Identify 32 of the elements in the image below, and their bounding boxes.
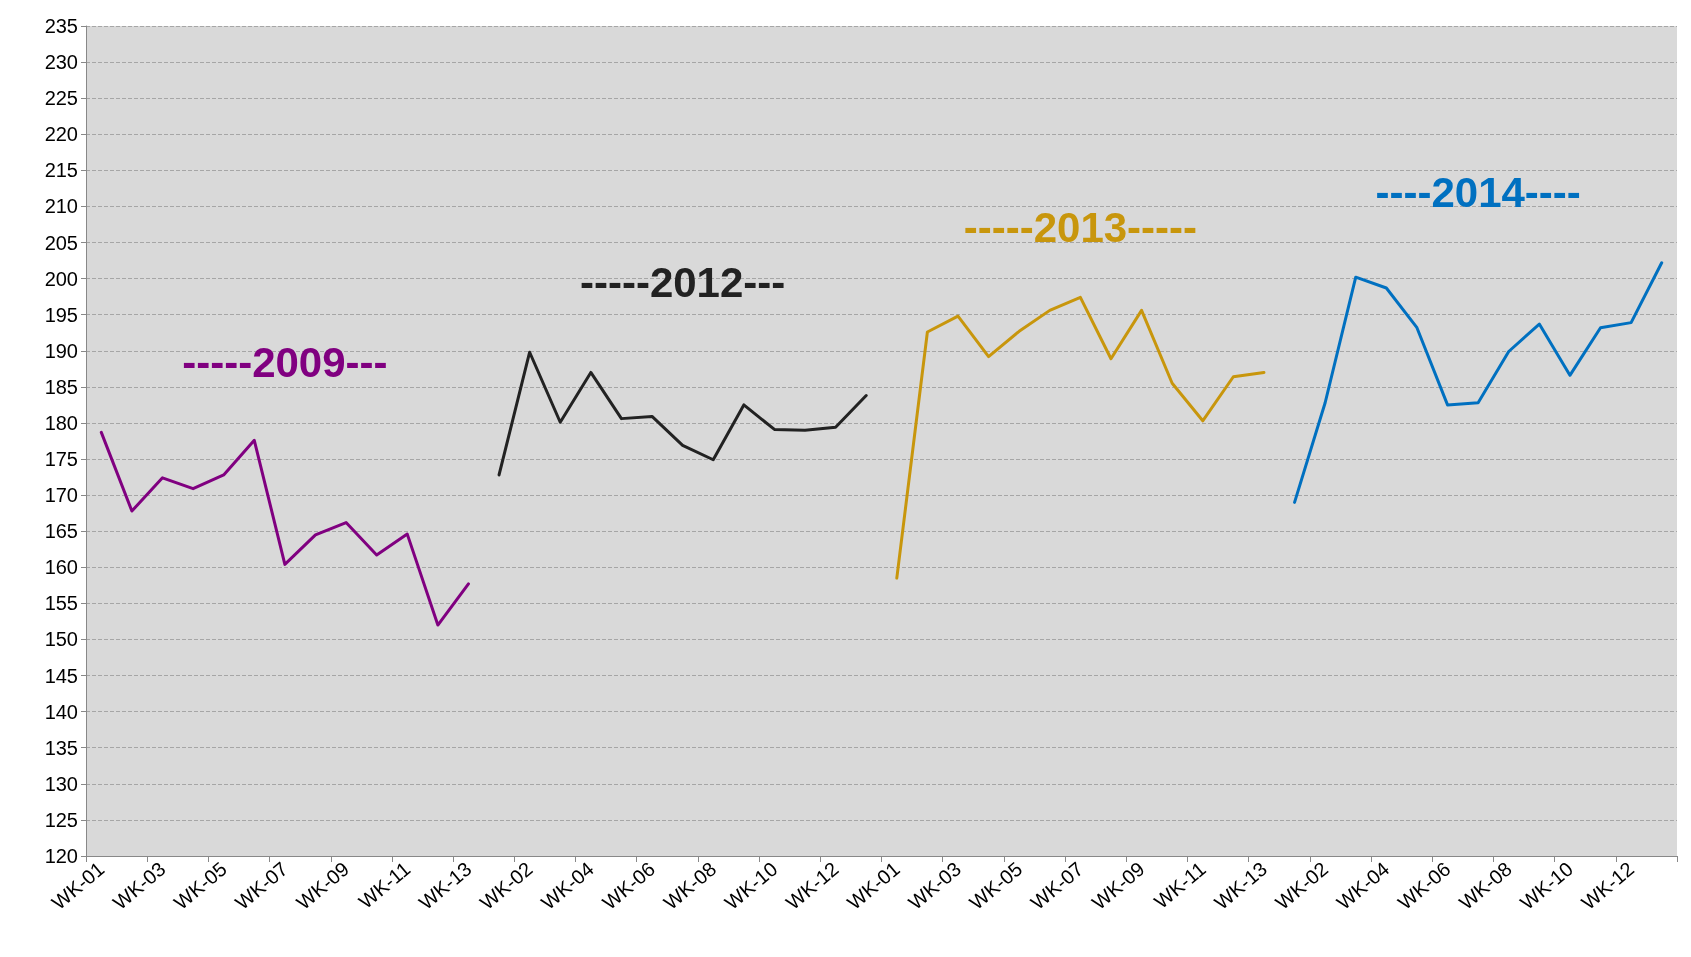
series-label: ----2014---- [1375, 169, 1581, 217]
line-series [99, 430, 470, 627]
y-tick-label: 155 [44, 592, 78, 615]
y-tick-label: 230 [44, 51, 78, 74]
y-tick-label: 120 [44, 845, 78, 867]
y-tick-label: 200 [44, 267, 78, 290]
y-tick-label: 150 [44, 628, 78, 651]
y-tick-label: 225 [44, 87, 78, 110]
y-tick-label: 165 [44, 520, 78, 543]
y-tick-label: 195 [44, 303, 78, 326]
y-tick-label: 210 [44, 195, 78, 218]
y-tick-label: 135 [44, 736, 78, 759]
series-label: -----2012--- [579, 258, 786, 306]
y-tick-label: 145 [44, 664, 78, 687]
y-tick-label: 175 [44, 448, 78, 471]
y-tick-label: 125 [44, 808, 78, 831]
line-series [497, 350, 868, 477]
y-tick-label: 180 [44, 411, 78, 434]
y-tick-label: 220 [44, 123, 78, 146]
series-label: -----2009--- [182, 338, 388, 386]
series-label: -----2013----- [963, 203, 1198, 251]
y-tick-label: 205 [44, 231, 78, 254]
y-tick-label: 170 [44, 484, 78, 507]
y-tick-label: 130 [44, 772, 78, 795]
line-series [895, 295, 1266, 580]
y-tick-label: 185 [44, 375, 78, 398]
y-tick-label: 190 [44, 339, 78, 362]
y-tick-label: 235 [44, 15, 78, 37]
y-tick-label: 140 [44, 700, 78, 723]
y-tick-label: 160 [44, 556, 78, 579]
y-tick-label: 215 [44, 159, 78, 182]
line-series [1293, 261, 1664, 504]
